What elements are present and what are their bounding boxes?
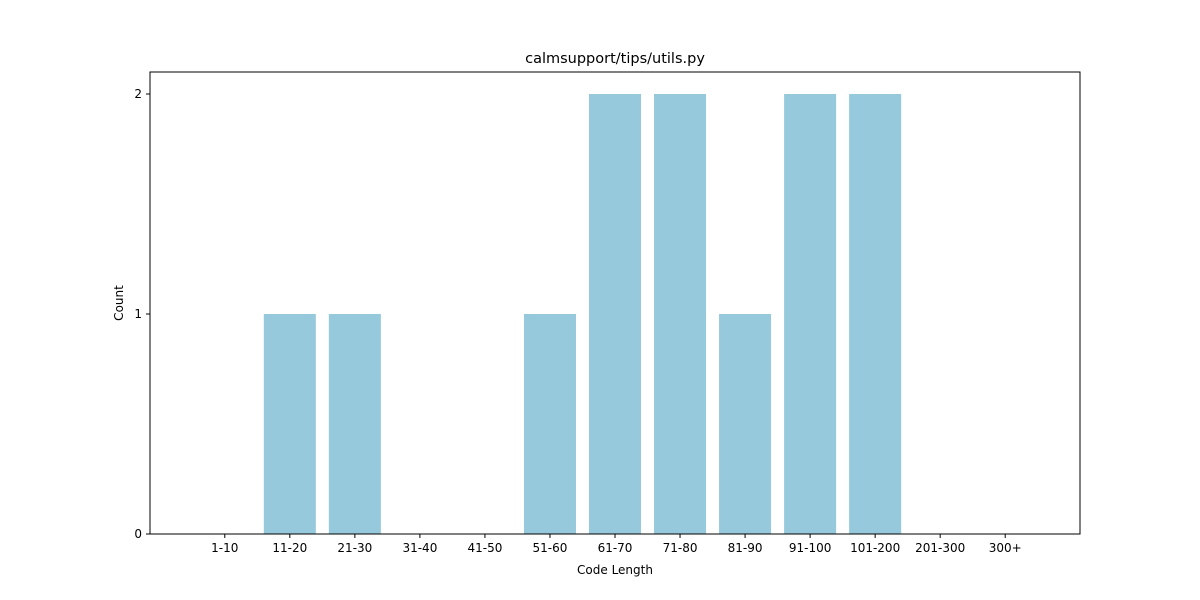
x-tick-label: 300+ [989, 541, 1022, 555]
x-tick-label: 1-10 [211, 541, 238, 555]
x-tick-label: 101-200 [850, 541, 900, 555]
x-tick-label: 81-90 [728, 541, 763, 555]
chart-title: calmsupport/tips/utils.py [525, 51, 705, 67]
x-axis: 1-10 11-20 21-30 31-40 41-50 51-60 61-70 71-80 8… [211, 534, 1022, 555]
x-tick-label: 71-80 [663, 541, 698, 555]
y-axis-label: Count [112, 285, 126, 321]
x-tick-label: 31-40 [402, 541, 437, 555]
x-tick-label: 61-70 [598, 541, 633, 555]
y-tick-label: 0 [134, 527, 142, 541]
x-axis-label: Code Length [577, 563, 653, 577]
x-tick-label: 11-20 [272, 541, 307, 555]
bar-11-20 [263, 314, 316, 534]
x-tick-label: 21-30 [337, 541, 372, 555]
x-tick-label: 201-300 [915, 541, 965, 555]
bars-group [263, 94, 902, 534]
bar-21-30 [328, 314, 381, 534]
y-tick-label: 1 [134, 307, 142, 321]
bar-101-200 [849, 94, 902, 534]
bar-51-60 [523, 314, 576, 534]
y-axis: 0 1 2 [134, 87, 150, 541]
bar-61-70 [588, 94, 642, 534]
bar-91-100 [784, 94, 837, 534]
y-tick-label: 2 [134, 87, 142, 101]
x-tick-label: 91-100 [789, 541, 832, 555]
x-tick-label: 41-50 [467, 541, 502, 555]
bar-81-90 [719, 314, 772, 534]
bar-71-80 [654, 94, 707, 534]
x-tick-label: 51-60 [533, 541, 568, 555]
